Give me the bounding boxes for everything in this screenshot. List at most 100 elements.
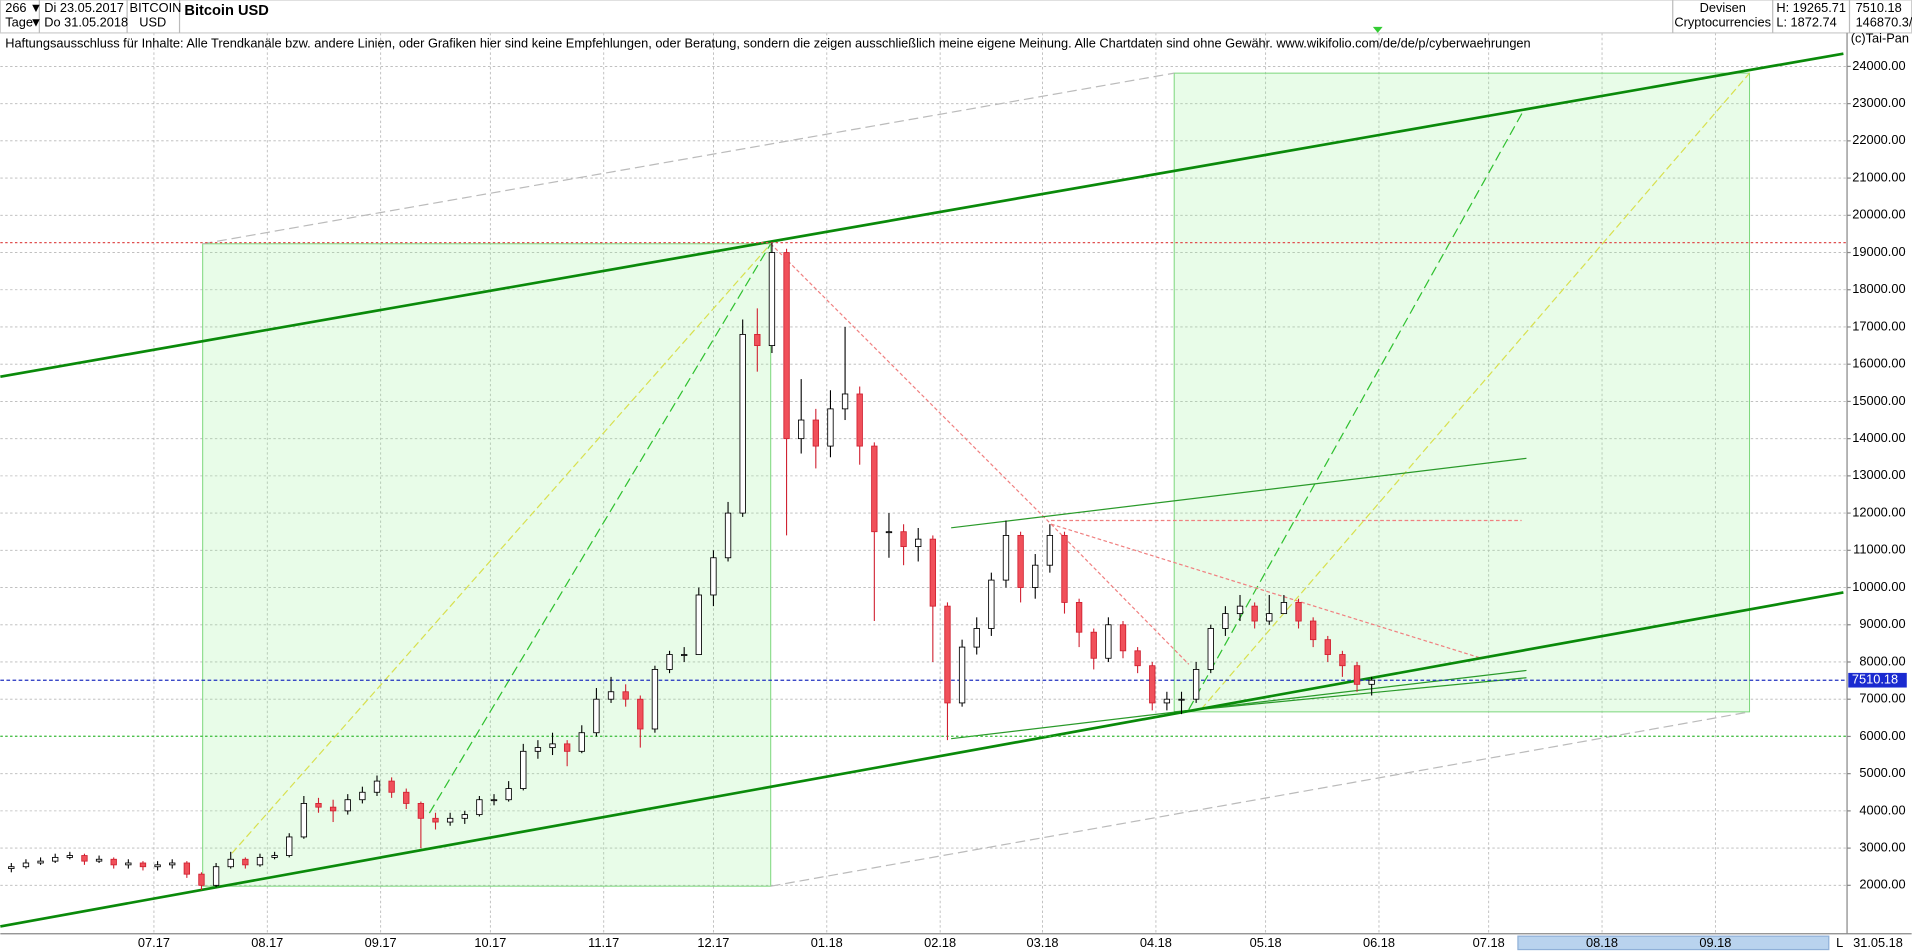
grid <box>0 32 1848 934</box>
candle-body <box>1324 639 1331 655</box>
candle-body <box>783 252 790 440</box>
candle-body <box>812 419 819 447</box>
last-price-label: 7510.18 <box>1852 672 1898 687</box>
projection <box>770 711 1750 887</box>
marker <box>1372 26 1383 33</box>
symbol: BITCOIN <box>130 0 182 15</box>
y-tick-label: 6000.00 <box>1859 728 1905 743</box>
candle-body <box>1002 534 1010 581</box>
candle-body <box>154 864 161 868</box>
candle-body <box>315 803 322 808</box>
candle-body <box>490 799 498 802</box>
candle-body <box>139 862 147 868</box>
candle-body <box>1368 679 1375 685</box>
candle-body <box>1266 613 1273 622</box>
candle-body <box>973 628 980 648</box>
candle-body <box>388 780 395 793</box>
candle-body <box>256 856 264 866</box>
channel <box>0 52 1844 378</box>
y-tick-label: 18000.00 <box>1852 281 1905 296</box>
candle-body <box>1207 628 1214 670</box>
trend <box>1050 523 1482 659</box>
period[interactable]: Tage <box>5 15 33 30</box>
range-mark: L <box>1836 935 1843 950</box>
projection <box>231 243 772 854</box>
y-tick-label: 16000.00 <box>1852 356 1905 371</box>
x-tick-label: 10.17 <box>474 935 506 950</box>
candle-body <box>1280 602 1288 615</box>
candle-body <box>1075 602 1083 633</box>
candle-body <box>563 743 571 752</box>
header-separators <box>38 0 1851 33</box>
candle-body <box>695 594 702 655</box>
candle-body <box>885 531 893 534</box>
candle-body <box>681 654 688 656</box>
candle-body <box>1353 665 1361 685</box>
candle-body <box>461 814 468 819</box>
y-tick-label: 3000.00 <box>1859 839 1905 854</box>
x-tick-label: 08.17 <box>251 935 283 950</box>
y-tick-label: 22000.00 <box>1852 132 1905 147</box>
projection <box>202 72 1175 245</box>
candle-body <box>66 855 73 858</box>
candle-body <box>505 788 512 801</box>
trend <box>770 243 1052 525</box>
candle-body <box>1119 624 1127 652</box>
candle-body <box>476 799 483 816</box>
candle-body <box>432 817 439 823</box>
candle-body <box>1046 534 1054 566</box>
y-tick-label: 19000.00 <box>1852 244 1905 259</box>
dropdown[interactable]: ▼ <box>30 15 43 30</box>
dropdown[interactable]: ▼ <box>30 0 43 15</box>
header <box>0 0 1912 34</box>
subgroup: Cryptocurrencies <box>1674 15 1771 30</box>
candle-body <box>373 780 381 793</box>
projection <box>1188 109 1525 710</box>
trend <box>1174 677 1527 713</box>
candle-body <box>212 866 220 886</box>
y-tick-label: 9000.00 <box>1859 616 1905 631</box>
candle-body <box>929 538 937 607</box>
low: L: 1872.74 <box>1776 15 1836 30</box>
y-tick-label: 24000.00 <box>1852 58 1905 73</box>
candle-body <box>827 408 834 447</box>
candle-body <box>1251 605 1258 622</box>
x-tick-label: 08.18 <box>1586 935 1618 950</box>
candle-body <box>198 873 205 886</box>
candle-body <box>1032 564 1039 588</box>
x-tick-label: 04.18 <box>1140 935 1172 950</box>
candle-body <box>1295 602 1302 622</box>
candle-body <box>242 858 249 866</box>
candle-body <box>1339 654 1346 667</box>
candle-body <box>900 531 907 548</box>
candle-body <box>183 862 191 875</box>
x-tick-label: 07.17 <box>138 935 170 950</box>
scrollbar[interactable] <box>1517 935 1830 951</box>
bar-count[interactable]: 266 <box>5 0 26 15</box>
group: Devisen <box>1700 0 1746 15</box>
candle-body <box>651 669 659 730</box>
candle-body <box>871 445 878 533</box>
candle-body <box>271 855 278 858</box>
candle-body <box>549 743 556 749</box>
candle-body <box>944 605 951 704</box>
candles <box>0 242 1848 891</box>
candle-body <box>622 691 629 700</box>
y-tick-label: 14000.00 <box>1852 430 1905 445</box>
y-tick-label: 21000.00 <box>1852 169 1905 184</box>
candle-body <box>81 855 88 862</box>
copyright: (c)Tai-Pan <box>1851 30 1909 45</box>
zone <box>1173 72 1751 713</box>
x-tick-label: 11.17 <box>588 935 619 950</box>
candle-body <box>768 252 776 347</box>
candle-body <box>95 858 103 862</box>
candle-body <box>1222 613 1229 629</box>
candle-body <box>841 393 849 410</box>
candle-body <box>1017 534 1024 588</box>
trend <box>1050 523 1190 665</box>
y-tick-label: 5000.00 <box>1859 765 1905 780</box>
volume: 146870.3/ <box>1856 15 1912 30</box>
disclaimer: Haftungsausschluss für Inhalte: Alle Tre… <box>5 35 1530 50</box>
